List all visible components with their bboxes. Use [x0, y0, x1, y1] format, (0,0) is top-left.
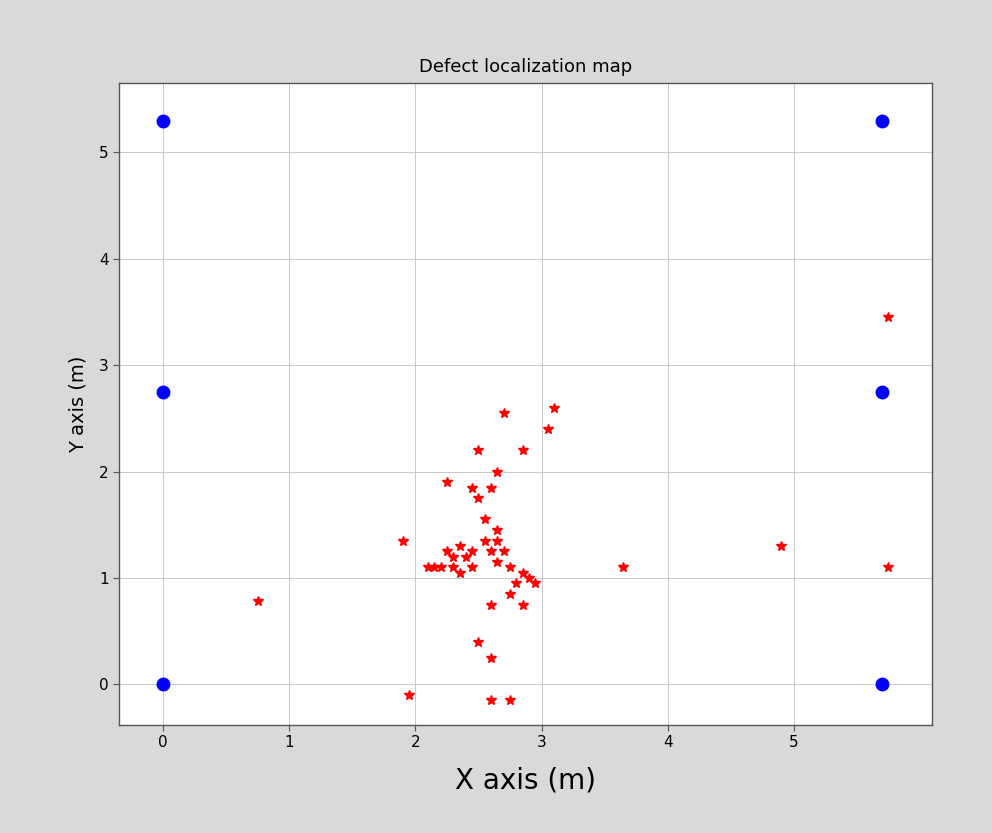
X-axis label: X axis (m): X axis (m) [455, 767, 596, 795]
Y-axis label: Y axis (m): Y axis (m) [68, 356, 87, 452]
Title: Defect localization map: Defect localization map [420, 58, 632, 76]
